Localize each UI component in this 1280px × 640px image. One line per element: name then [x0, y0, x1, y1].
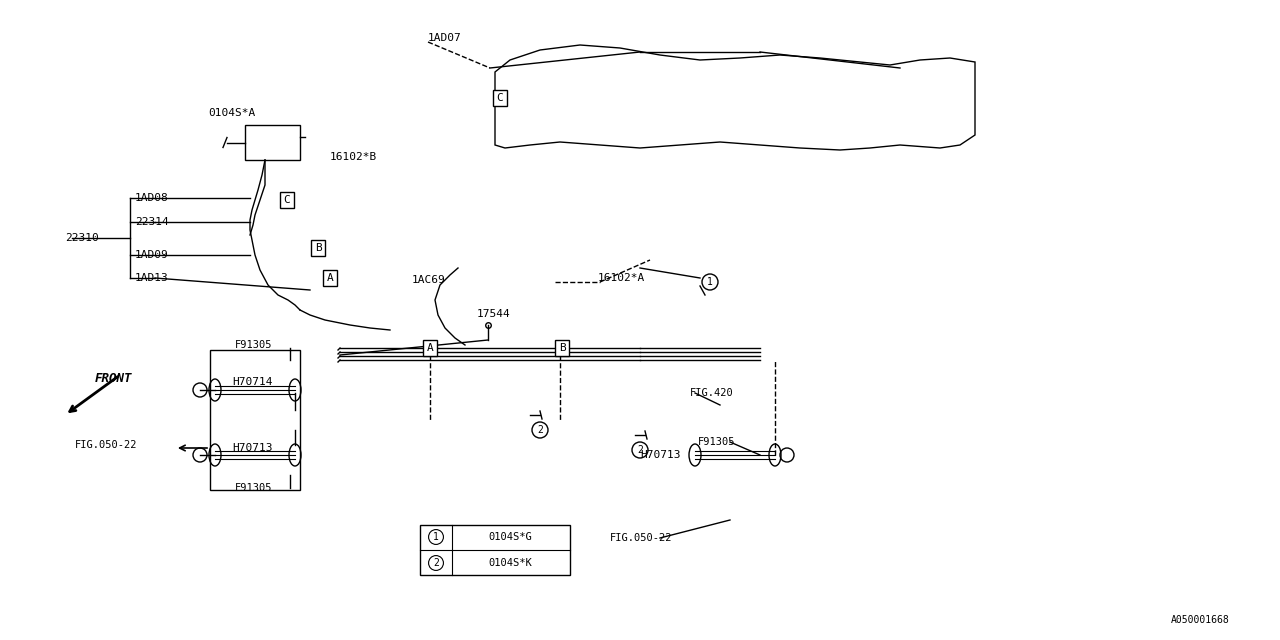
Text: B: B [315, 243, 321, 253]
Text: F91305: F91305 [236, 483, 273, 493]
Text: 1: 1 [707, 277, 713, 287]
Text: F91305: F91305 [698, 437, 736, 447]
Text: 1AD09: 1AD09 [134, 250, 169, 260]
Text: H70713: H70713 [232, 443, 273, 453]
Text: C: C [497, 93, 503, 103]
Text: 2: 2 [637, 445, 643, 455]
Text: FIG.420: FIG.420 [690, 388, 733, 398]
Text: A: A [326, 273, 333, 283]
Text: 2: 2 [433, 558, 439, 568]
Text: A050001668: A050001668 [1171, 615, 1230, 625]
Text: 1AD13: 1AD13 [134, 273, 169, 283]
Bar [244, 125, 300, 160]
Text: 17544: 17544 [477, 309, 511, 319]
Text: 1AC69: 1AC69 [412, 275, 445, 285]
Bar [210, 350, 300, 490]
Text: 22314: 22314 [134, 217, 169, 227]
Text: 1AD08: 1AD08 [134, 193, 169, 203]
Text: 0104S*K: 0104S*K [488, 558, 532, 568]
Text: F91305: F91305 [236, 340, 273, 350]
Text: FIG.050-22: FIG.050-22 [76, 440, 137, 450]
Text: 1AD07: 1AD07 [428, 33, 462, 43]
Text: C: C [284, 195, 291, 205]
Text: 16102*B: 16102*B [330, 152, 378, 162]
Text: 16102*A: 16102*A [598, 273, 645, 283]
Text: 0104S*A: 0104S*A [209, 108, 255, 118]
Text: H70714: H70714 [232, 377, 273, 387]
Text: FIG.050-22: FIG.050-22 [611, 533, 672, 543]
Bar [420, 525, 570, 575]
Text: 2: 2 [538, 425, 543, 435]
Text: 22310: 22310 [65, 233, 99, 243]
Text: 1: 1 [433, 532, 439, 542]
Text: A: A [426, 343, 434, 353]
Text: 0104S*G: 0104S*G [488, 532, 532, 542]
Text: FRONT: FRONT [95, 371, 133, 385]
Text: H70713: H70713 [640, 450, 681, 460]
Text: B: B [558, 343, 566, 353]
